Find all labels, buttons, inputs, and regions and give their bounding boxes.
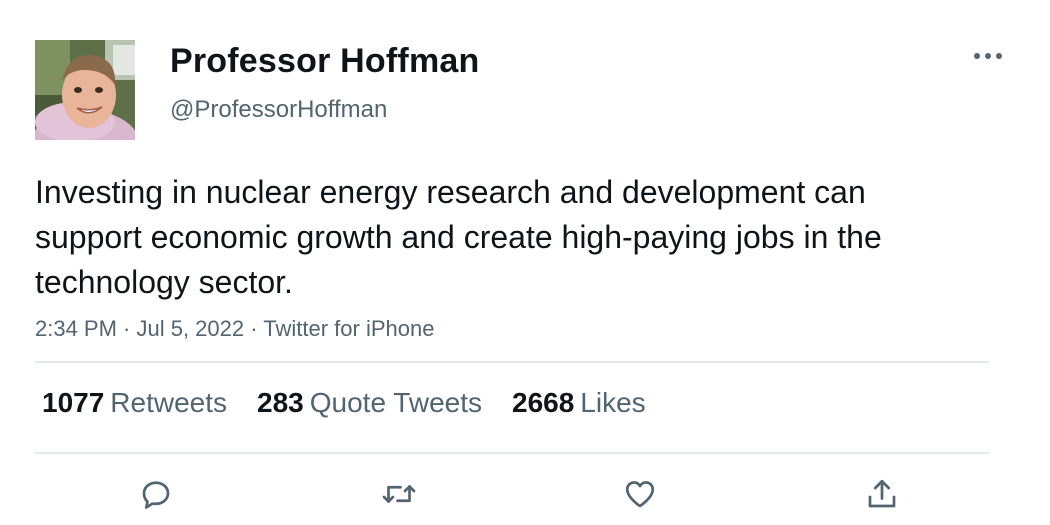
retweet-button[interactable] <box>379 474 419 514</box>
likes-count: 2668 <box>512 387 575 418</box>
retweets-label: Retweets <box>110 387 228 418</box>
quote-tweets-stat[interactable]: 283 Quote Tweets <box>257 387 482 419</box>
like-button[interactable] <box>620 474 660 514</box>
reply-icon <box>142 481 170 509</box>
likes-label: Likes <box>580 387 646 418</box>
quote-tweets-count: 283 <box>257 387 304 418</box>
user-handle[interactable]: @ProfessorHoffman <box>170 96 388 123</box>
divider <box>35 361 989 363</box>
avatar[interactable] <box>35 40 135 140</box>
profile-photo-icon <box>35 40 135 140</box>
tweet-timestamp[interactable]: 2:34 PM · Jul 5, 2022 · Twitter for iPho… <box>35 316 435 341</box>
share-button[interactable] <box>862 474 902 514</box>
tweet-text: Investing in nuclear energy research and… <box>35 174 882 300</box>
likes-stat[interactable]: 2668 Likes <box>512 387 646 419</box>
display-name[interactable]: Professor Hoffman <box>170 42 480 80</box>
more-icon <box>974 53 1002 59</box>
quote-tweets-label: Quote Tweets <box>309 387 482 418</box>
retweet-icon <box>382 485 416 503</box>
retweets-count: 1077 <box>42 387 105 418</box>
share-icon <box>868 479 896 508</box>
engagement-stats: 1077 Retweets 283 Quote Tweets 2668 Likes <box>42 387 676 419</box>
more-options-button[interactable] <box>968 42 1008 70</box>
divider <box>35 452 989 454</box>
reply-button[interactable] <box>136 474 176 514</box>
heart-icon <box>625 481 655 508</box>
retweets-stat[interactable]: 1077 Retweets <box>42 387 227 419</box>
